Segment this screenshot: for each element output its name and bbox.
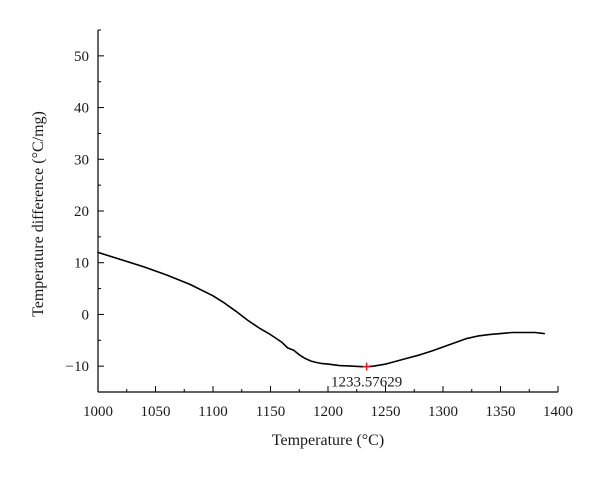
x-tick-label: 1200	[313, 404, 343, 420]
x-tick-label: 1400	[543, 404, 573, 420]
x-tick-label: 1000	[83, 404, 113, 420]
x-tick-label: 1250	[371, 404, 401, 420]
annotation-layer: 1233.57629	[331, 362, 402, 391]
x-tick-label: 1350	[486, 404, 516, 420]
x-tick-label: 1100	[198, 404, 227, 420]
x-tick-label: 1050	[141, 404, 171, 420]
axes	[97, 30, 558, 393]
y-tick-label: −10	[66, 359, 89, 375]
y-tick-label: 50	[74, 49, 89, 65]
y-tick-label: 0	[82, 307, 90, 323]
series-line	[97, 251, 546, 368]
y-tick-label: 30	[74, 152, 89, 168]
y-tick-label: 10	[74, 256, 89, 272]
x-axis-title: Temperature (°C)	[272, 432, 384, 449]
ticks: 1000 1050 1100 1150 1200 1250 1300 1350 1400−100…	[66, 29, 573, 420]
y-tick-label: 20	[74, 204, 89, 220]
y-axis-title: Temperature difference (°C/mg)	[30, 111, 47, 317]
y-tick-label: 40	[74, 101, 89, 117]
x-tick-label: 1150	[256, 404, 285, 420]
x-tick-label: 1300	[428, 404, 458, 420]
series-layer	[97, 251, 546, 368]
minimum-annotation-label: 1233.57629	[331, 375, 402, 391]
